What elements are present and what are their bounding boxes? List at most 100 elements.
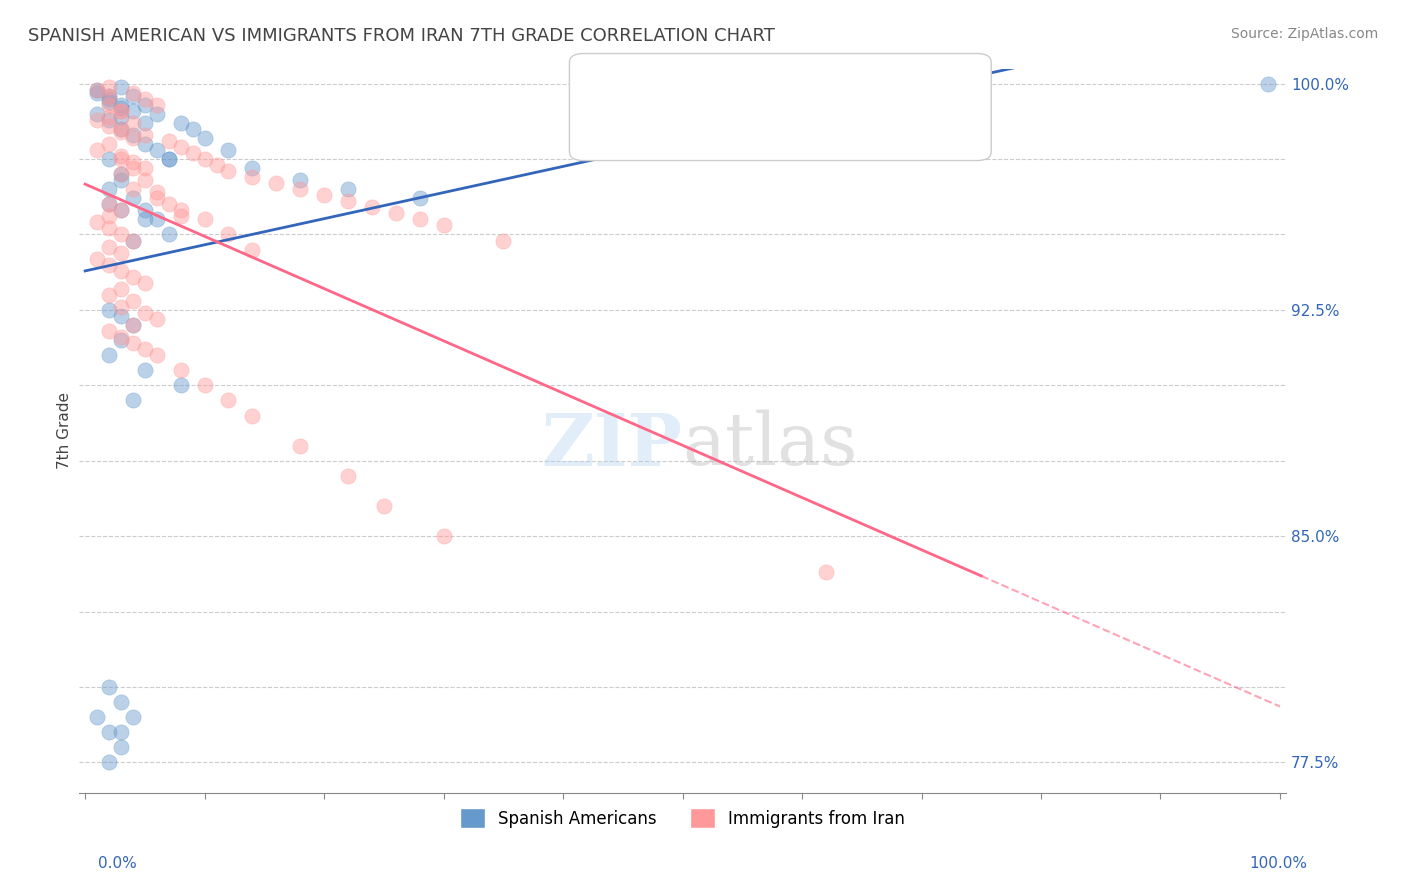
Point [432, 219, 454, 233]
Point [146, 186, 169, 200]
Point [86, 112, 108, 127]
Point [98, 348, 121, 362]
Point [194, 212, 217, 227]
Point [86, 82, 108, 96]
Point [110, 333, 132, 347]
Point [122, 393, 145, 408]
Point [814, 566, 837, 580]
Point [98, 95, 121, 109]
Point [122, 191, 145, 205]
Point [170, 203, 193, 218]
Point [122, 182, 145, 196]
Point [146, 191, 169, 205]
Y-axis label: 7th Grade: 7th Grade [58, 392, 72, 469]
Point [146, 212, 169, 227]
Point [181, 121, 204, 136]
Point [134, 161, 156, 175]
Point [98, 302, 121, 317]
Point [110, 263, 132, 277]
Text: Source: ZipAtlas.com: Source: ZipAtlas.com [1230, 27, 1378, 41]
Point [157, 197, 180, 211]
Point [373, 499, 395, 513]
Point [122, 269, 145, 284]
Point [134, 173, 156, 187]
Point [98, 221, 121, 235]
Text: atlas: atlas [682, 409, 858, 480]
Point [110, 125, 132, 139]
Point [194, 131, 217, 145]
Point [122, 234, 145, 248]
Point [146, 312, 169, 326]
Point [266, 176, 288, 190]
Point [134, 136, 156, 151]
Point [98, 197, 121, 211]
Point [110, 695, 132, 709]
Point [122, 103, 145, 118]
Point [86, 215, 108, 229]
Point [110, 103, 132, 118]
Point [110, 149, 132, 163]
Point [242, 170, 264, 185]
Point [157, 152, 180, 166]
Point [122, 318, 145, 332]
Point [122, 318, 145, 332]
Point [146, 143, 169, 157]
Point [110, 173, 132, 187]
Point [194, 378, 217, 392]
Point [110, 152, 132, 166]
Point [86, 86, 108, 100]
Point [110, 309, 132, 323]
Point [122, 336, 145, 351]
Point [98, 680, 121, 694]
Point [110, 101, 132, 115]
Point [218, 164, 240, 178]
Point [86, 252, 108, 266]
Point [110, 97, 132, 112]
Point [86, 710, 108, 724]
Point [1257, 77, 1279, 91]
Point [98, 97, 121, 112]
Point [110, 167, 132, 181]
Point [170, 210, 193, 224]
Point [432, 529, 454, 543]
Point [110, 103, 132, 118]
Point [170, 363, 193, 377]
Point [110, 110, 132, 124]
Point [110, 740, 132, 755]
Point [110, 203, 132, 218]
Point [98, 88, 121, 103]
Point [134, 97, 156, 112]
Point [170, 116, 193, 130]
Point [98, 239, 121, 253]
Point [122, 131, 145, 145]
Text: ZIP: ZIP [541, 409, 682, 481]
Point [110, 121, 132, 136]
Point [122, 293, 145, 308]
Point [122, 234, 145, 248]
Point [98, 258, 121, 272]
Point [170, 378, 193, 392]
Point [98, 324, 121, 338]
Point [157, 152, 180, 166]
Point [98, 79, 121, 94]
Point [98, 197, 121, 211]
Point [288, 182, 311, 196]
Text: 0.0%: 0.0% [98, 856, 138, 871]
Point [98, 210, 121, 224]
Point [288, 173, 311, 187]
Point [98, 92, 121, 106]
Point [122, 88, 145, 103]
Point [98, 182, 121, 196]
Point [110, 282, 132, 296]
Point [98, 136, 121, 151]
Point [146, 97, 169, 112]
Point [122, 116, 145, 130]
Point [218, 227, 240, 242]
Point [242, 243, 264, 257]
Point [336, 194, 359, 209]
Point [86, 107, 108, 121]
Point [134, 203, 156, 218]
Point [110, 121, 132, 136]
Point [218, 393, 240, 408]
Point [157, 227, 180, 242]
